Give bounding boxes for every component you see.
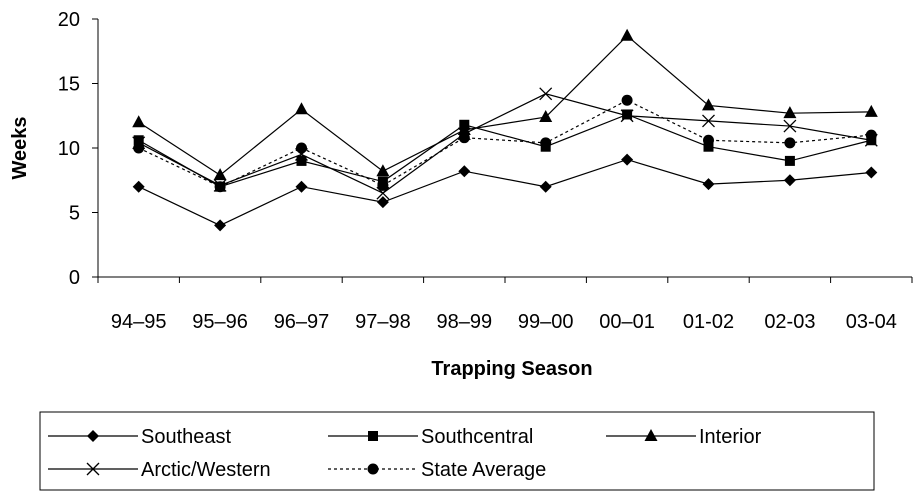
data-point-interior	[376, 164, 390, 177]
data-point-interior	[620, 28, 634, 41]
series-line-southcentral	[138, 113, 872, 188]
legend: Southeast Southcentral Interior Arctic/West…	[39, 411, 875, 491]
axes	[92, 18, 913, 283]
data-point-arctic-western	[620, 109, 634, 123]
data-point-southcentral	[622, 109, 633, 120]
tick-labels: 0 5 10 15 20 94–95 95–96 96–97 97–98 98–99 99–00 00…	[58, 9, 897, 333]
series-arctic-western	[132, 87, 878, 200]
data-point-southeast	[295, 180, 308, 193]
series-line-arctic-western	[138, 93, 872, 194]
x-tick-label: 97–98	[355, 311, 411, 333]
legend-item-state-average: State Average	[328, 459, 546, 481]
y-tick-label: 10	[58, 138, 80, 160]
data-point-state-average	[703, 134, 714, 146]
legend-label-interior: Interior	[699, 426, 762, 448]
data-point-state-average	[784, 137, 796, 149]
x-axis-title: Trapping Season	[431, 358, 592, 380]
y-tick-label: 0	[69, 267, 80, 289]
x-tick-label: 96–97	[274, 311, 330, 333]
data-point-interior	[539, 110, 553, 123]
y-tick-label: 15	[58, 74, 80, 96]
data-point-arctic-western	[783, 119, 797, 133]
data-point-arctic-western	[702, 114, 715, 128]
data-point-state-average	[133, 142, 145, 154]
legend-marker-interior	[644, 429, 658, 441]
data-point-southeast	[702, 178, 715, 191]
legend-label-arctic-western: Arctic/Western	[141, 459, 271, 481]
data-point-southcentral	[703, 141, 714, 152]
data-point-southeast	[458, 165, 471, 178]
data-point-state-average	[214, 181, 226, 193]
legend-box	[39, 411, 875, 491]
series-line-state-average	[138, 99, 872, 188]
data-point-southcentral	[296, 155, 307, 166]
x-tick-label: 95–96	[192, 311, 248, 333]
data-point-arctic-western	[539, 87, 553, 101]
series-southeast	[132, 153, 878, 232]
series-line-southeast	[138, 158, 872, 227]
data-point-state-average	[458, 132, 470, 144]
legend-marker-state-average	[367, 463, 379, 475]
data-point-southeast	[539, 180, 552, 193]
y-axis-title: Weeks	[9, 116, 31, 179]
data-point-southcentral	[784, 155, 795, 166]
x-tick-label: 99–00	[518, 311, 574, 333]
data-point-state-average	[621, 94, 633, 106]
legend-label-southcentral: Southcentral	[421, 426, 533, 448]
y-tick-label: 20	[58, 9, 80, 31]
series-lines	[132, 28, 878, 232]
data-point-state-average	[296, 142, 307, 154]
x-tick-label: 98–99	[436, 311, 492, 333]
data-point-state-average	[540, 137, 552, 149]
data-point-southeast	[865, 166, 878, 179]
legend-marker-southeast	[87, 430, 99, 442]
data-point-southeast	[132, 180, 145, 193]
legend-item-southcentral: Southcentral	[328, 426, 533, 448]
data-point-southcentral	[133, 135, 144, 146]
data-point-interior	[702, 98, 715, 111]
x-tick-label: 02-03	[764, 311, 815, 333]
data-point-state-average	[865, 129, 877, 141]
series-state-average	[133, 94, 877, 193]
x-tick-label: 00–01	[599, 311, 655, 333]
legend-item-southeast: Southeast	[48, 426, 232, 448]
data-point-interior	[132, 115, 146, 128]
y-tick-label: 5	[69, 203, 80, 225]
data-point-interior	[783, 106, 797, 119]
data-point-interior	[295, 102, 308, 115]
legend-item-arctic-western: Arctic/Western	[48, 459, 271, 481]
x-tick-label: 03-04	[846, 311, 897, 333]
data-point-southeast	[621, 153, 634, 166]
x-tick-label: 94–95	[111, 311, 167, 333]
data-point-interior	[864, 104, 878, 117]
legend-item-interior: Interior	[606, 426, 762, 448]
x-tick-label: 01-02	[683, 311, 734, 333]
data-point-southeast	[376, 196, 389, 209]
legend-label-southeast: Southeast	[141, 426, 232, 448]
legend-label-state-average: State Average	[421, 459, 546, 481]
series-line-interior	[138, 34, 872, 176]
data-point-southeast	[783, 174, 796, 187]
data-point-state-average	[377, 179, 389, 191]
data-point-interior	[213, 168, 227, 181]
legend-marker-southcentral	[368, 431, 378, 441]
data-point-southeast	[214, 219, 227, 232]
legend-marker-arctic-western	[86, 462, 100, 476]
series-interior	[132, 28, 878, 181]
